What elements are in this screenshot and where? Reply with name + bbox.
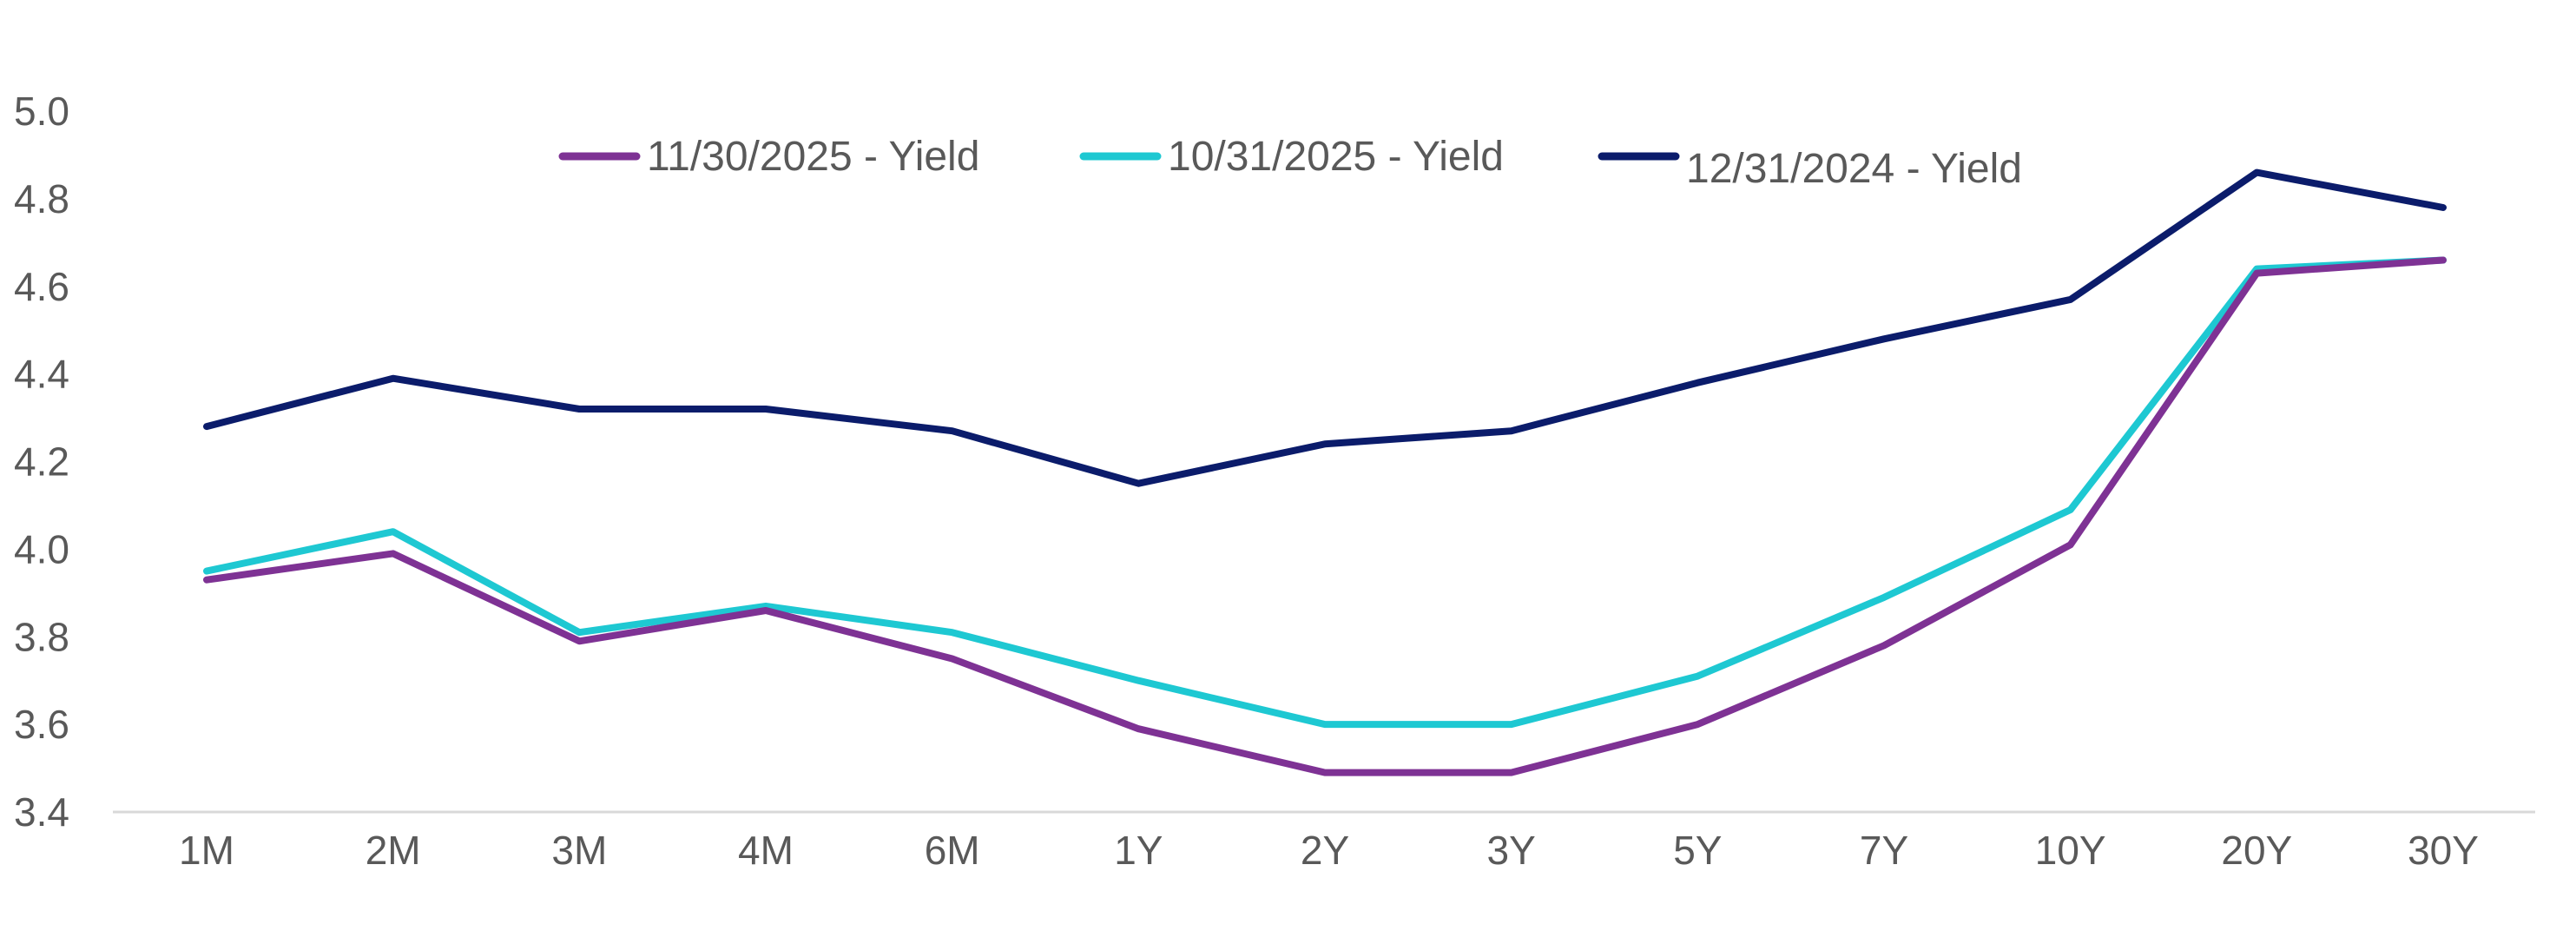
legend-label: 12/31/2024 - Yield bbox=[1686, 146, 2022, 192]
axis-layer: 3.4 3.6 3.8 4.0 4.2 4.4 4.6 4.8 5.0 1M 2M 3M 4M 6M 1Y 2… bbox=[14, 89, 2535, 873]
legend-item-3: 12/31/2024 - Yield bbox=[1598, 146, 2022, 192]
series-line-1 bbox=[203, 256, 2447, 776]
x-tick-label: 3Y bbox=[1487, 828, 1536, 873]
y-tick-label: 3.8 bbox=[14, 614, 69, 659]
x-tick-label: 2M bbox=[366, 828, 421, 873]
x-tick-label: 5Y bbox=[1673, 828, 1722, 873]
y-tick-label: 4.0 bbox=[14, 526, 69, 571]
series-line-3 bbox=[203, 168, 2447, 487]
x-tick-label: 20Y bbox=[2221, 828, 2292, 873]
series-line-2 bbox=[203, 256, 2447, 729]
y-tick-label: 5.0 bbox=[14, 89, 69, 134]
x-tick-label: 2Y bbox=[1301, 828, 1349, 873]
x-tick-label: 7Y bbox=[1860, 828, 1908, 873]
x-tick-label: 30Y bbox=[2408, 828, 2479, 873]
x-tick-label: 10Y bbox=[2035, 828, 2106, 873]
legend-label: 11/30/2025 - Yield bbox=[647, 134, 979, 180]
y-tick-label: 3.6 bbox=[14, 702, 69, 747]
x-tick-label: 4M bbox=[738, 828, 794, 873]
legend-label: 10/31/2025 - Yield bbox=[1168, 134, 1504, 180]
y-tick-label: 3.4 bbox=[14, 789, 69, 835]
y-tick-label: 4.2 bbox=[14, 439, 69, 485]
x-tick-label: 1Y bbox=[1114, 828, 1163, 873]
y-tick-label: 4.8 bbox=[14, 176, 69, 221]
series-layer bbox=[203, 168, 2447, 776]
legend-item-1: 11/30/2025 - Yield bbox=[558, 134, 979, 180]
y-tick-label: 4.6 bbox=[14, 264, 69, 309]
x-tick-label: 1M bbox=[179, 828, 234, 873]
legend: 11/30/2025 - Yield 10/31/2025 - Yield 12/3… bbox=[558, 134, 2022, 192]
x-tick-label: 3M bbox=[551, 828, 607, 873]
legend-item-2: 10/31/2025 - Yield bbox=[1079, 134, 1504, 180]
x-tick-label: 6M bbox=[925, 828, 980, 873]
y-tick-label: 4.4 bbox=[14, 352, 69, 397]
